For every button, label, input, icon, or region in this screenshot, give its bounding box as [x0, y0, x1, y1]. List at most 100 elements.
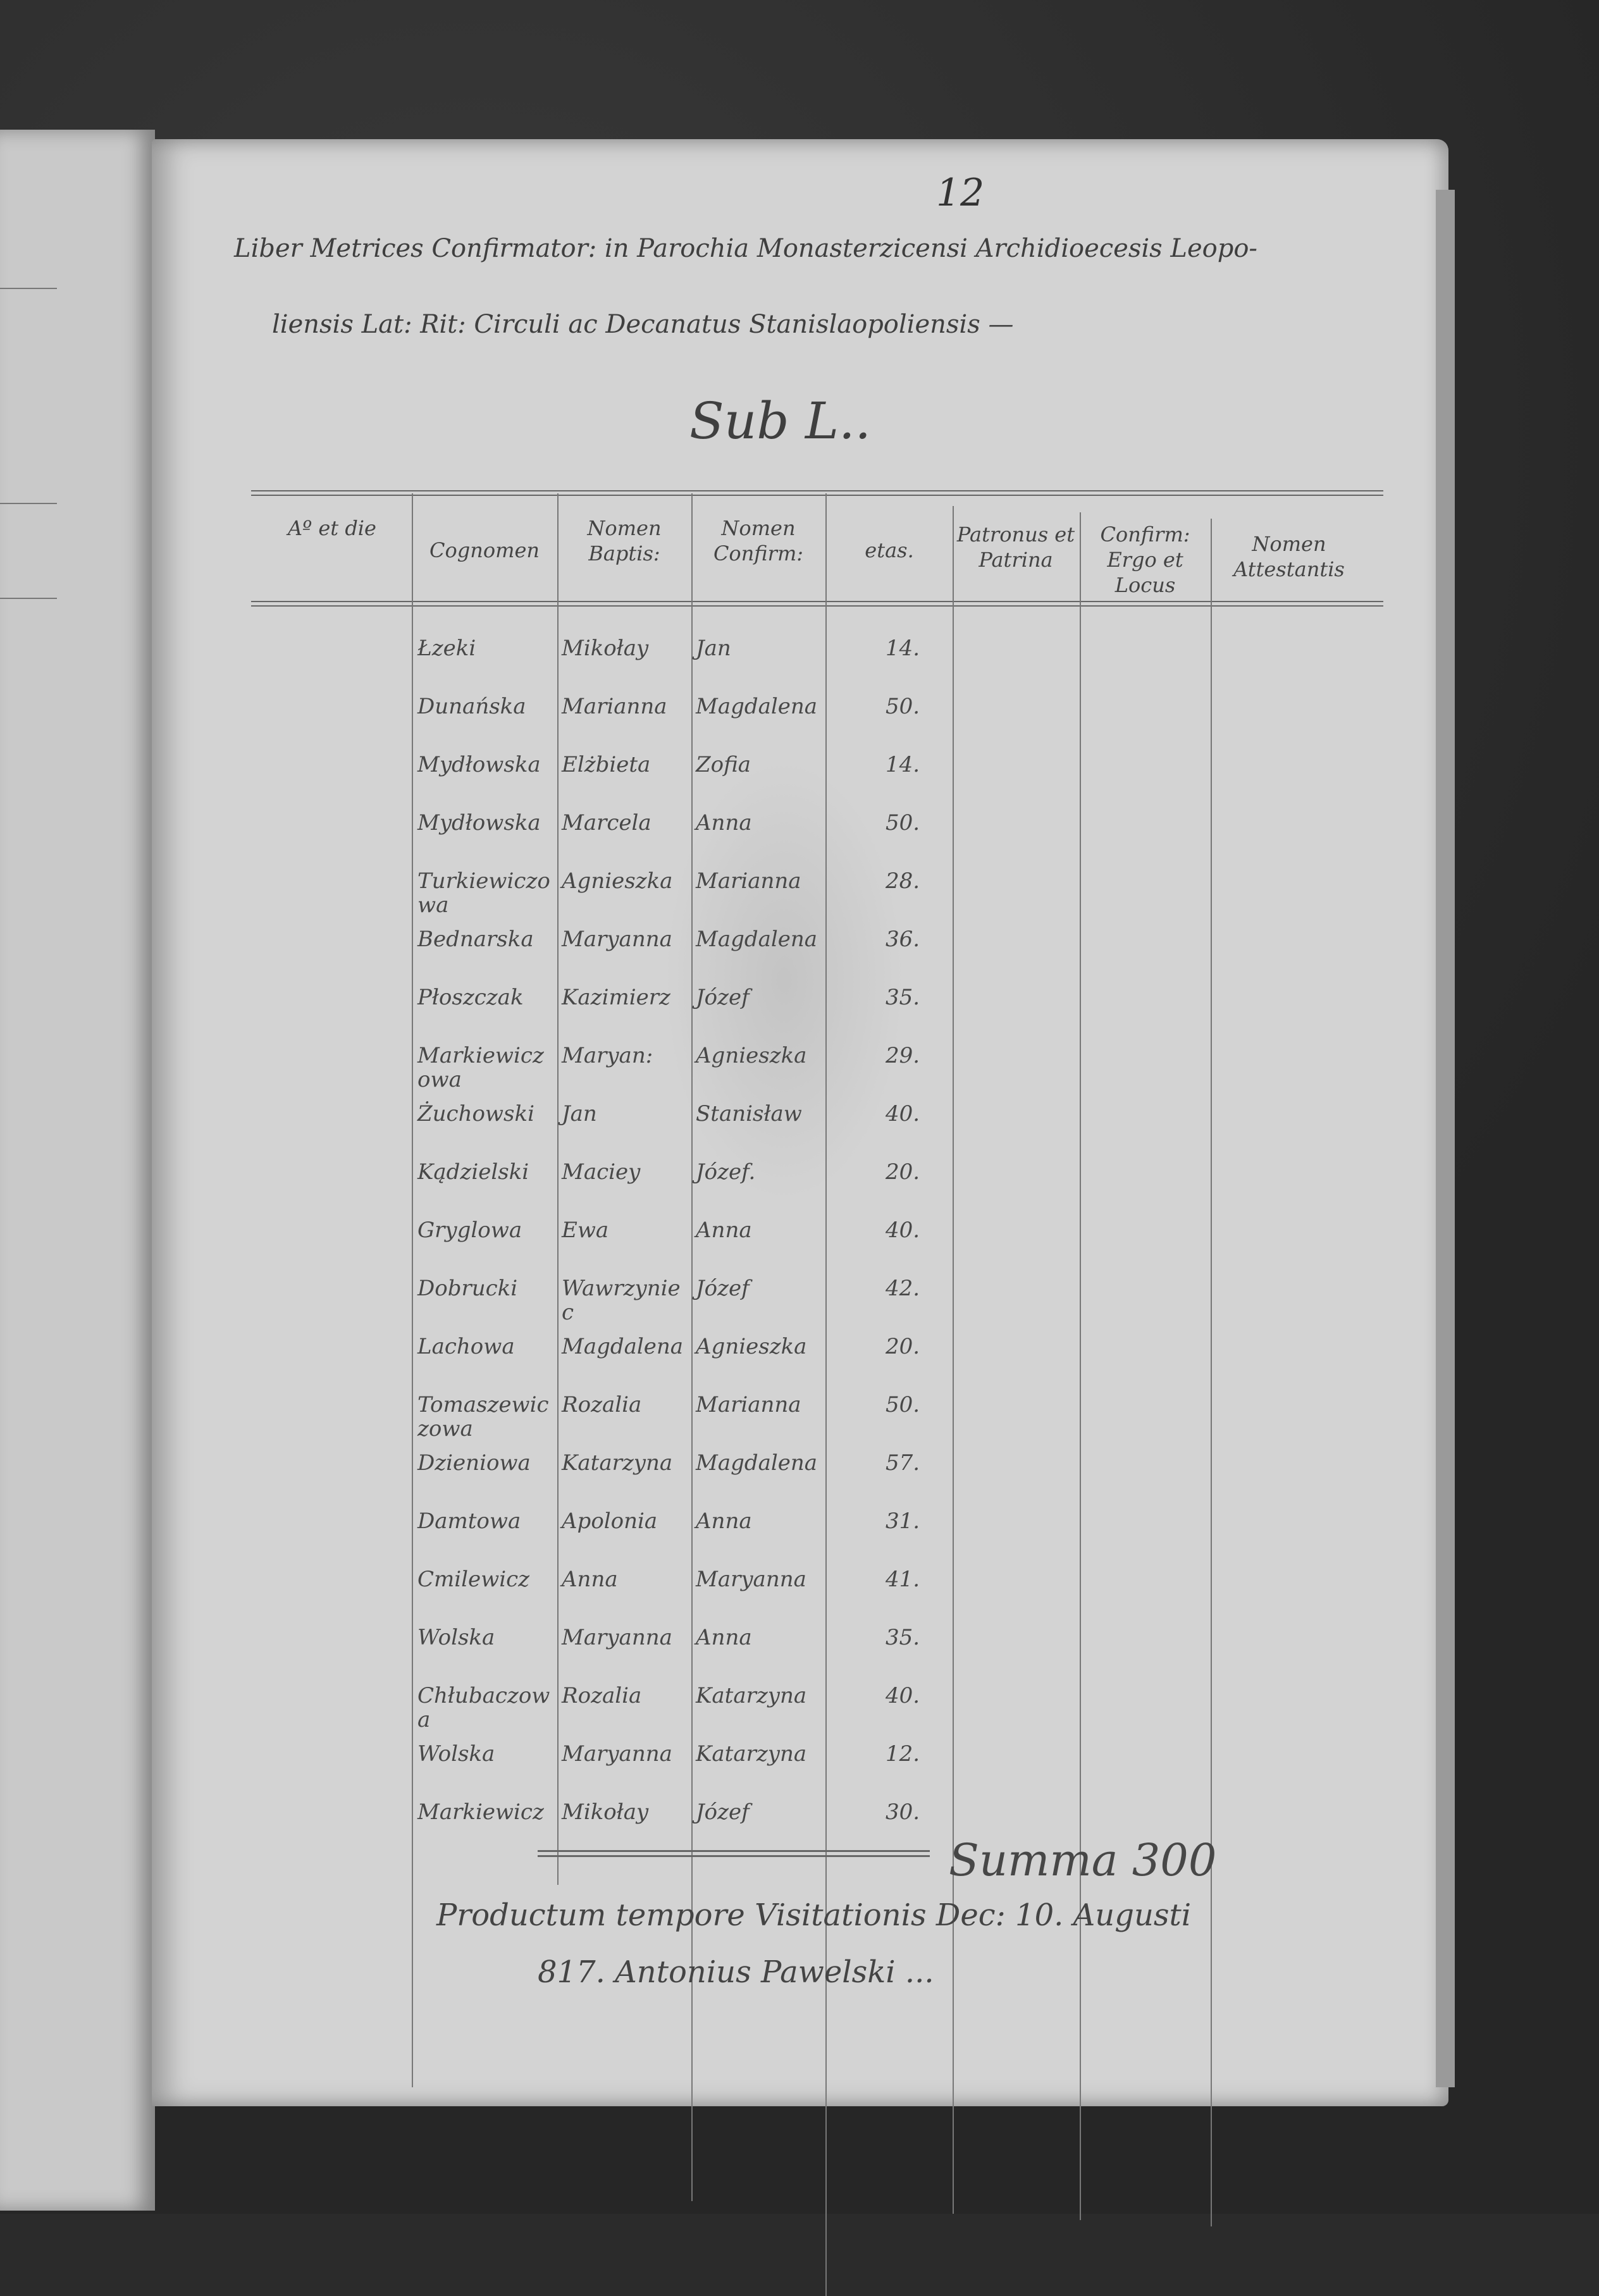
- baptismal-name-cell: Magdalena: [562, 1334, 684, 1359]
- baptismal-name-cell: Elżbieta: [562, 752, 651, 777]
- age-cell: 57.: [886, 1450, 920, 1476]
- confirmation-name-cell: Józef: [696, 1799, 750, 1825]
- table-row: Gryglowa Ewa Anna 40.: [0, 1214, 1599, 1273]
- title-line-2: liensis Lat: Rit: Circuli ac Decanatus S…: [272, 310, 1014, 339]
- header-locus: Confirm: Ergo et Locus: [1100, 522, 1190, 597]
- table-row: Lachowa Magdalena Agnieszka 20.: [0, 1331, 1599, 1389]
- confirmation-name-cell: Magdalena: [696, 927, 818, 952]
- baptismal-name-cell: Rozalia: [562, 1392, 642, 1417]
- baptismal-name-cell: Agnieszka: [562, 868, 673, 894]
- table-row: Bednarska Maryanna Magdalena 36.: [0, 923, 1599, 982]
- column-divider: [825, 493, 827, 2296]
- baptismal-name-cell: Maryan:: [562, 1043, 653, 1068]
- age-cell: 30.: [886, 1799, 920, 1825]
- folio-number: 12: [936, 171, 985, 215]
- header-age: etas.: [865, 538, 914, 562]
- document-page: [152, 139, 1448, 2106]
- surname-cell: Bednarska: [417, 927, 534, 952]
- table-row: Chłubaczowa Rozalia Katarzyna 40.: [0, 1680, 1599, 1738]
- confirmation-name-cell: Katarzyna: [696, 1683, 807, 1708]
- baptismal-name-cell: Maryanna: [562, 927, 672, 952]
- header-patronus: Patronus et Patrina: [956, 522, 1075, 572]
- left-page-fragment: [0, 130, 155, 2211]
- confirmation-name-cell: Anna: [696, 1625, 752, 1650]
- baptismal-name-cell: Maryanna: [562, 1741, 672, 1767]
- header-bottom-rule: [251, 601, 1383, 607]
- surname-cell: Dzieniowa: [417, 1450, 531, 1476]
- ruled-line: [0, 503, 57, 504]
- surname-cell: Mydłowska: [417, 810, 541, 836]
- table-row: Łzeki Mikołay Jan 14.: [0, 633, 1599, 691]
- age-cell: 41.: [886, 1567, 920, 1592]
- closing-line-1: Productum tempore Visitationis Dec: 10. …: [436, 1898, 1192, 1933]
- table-row: Mydłowska Marcela Anna 50.: [0, 807, 1599, 865]
- baptismal-name-cell: Maryanna: [562, 1625, 672, 1650]
- surname-cell: Płoszczak: [417, 985, 524, 1010]
- table-row: Dobrucki Wawrzyniec Józef 42.: [0, 1273, 1599, 1331]
- baptismal-name-cell: Ewa: [562, 1218, 609, 1243]
- column-divider: [412, 493, 413, 2087]
- age-cell: 40.: [886, 1101, 920, 1126]
- surname-cell: Gryglowa: [417, 1218, 522, 1243]
- age-cell: 40.: [886, 1683, 920, 1708]
- age-cell: 40.: [886, 1218, 920, 1243]
- ruled-line: [0, 288, 57, 289]
- surname-cell: Chłubaczowa: [417, 1683, 550, 1732]
- table-row: Płoszczak Kazimierz Józef 35.: [0, 982, 1599, 1040]
- confirmation-name-cell: Anna: [696, 1509, 752, 1534]
- baptismal-name-cell: Mikołay: [562, 636, 649, 661]
- confirmation-name-cell: Józef.: [696, 1159, 756, 1185]
- baptismal-name-cell: Kazimierz: [562, 985, 670, 1010]
- surname-cell: Mydłowska: [417, 752, 541, 777]
- surname-cell: Wolska: [417, 1625, 495, 1650]
- table-row: Turkiewiczowa Agnieszka Marianna 28.: [0, 865, 1599, 923]
- header-cognomen: Cognomen: [429, 538, 540, 562]
- surname-cell: Łzeki: [417, 636, 476, 661]
- column-divider: [691, 493, 693, 2201]
- confirmation-name-cell: Zofia: [696, 752, 751, 777]
- subtitle: Sub L..: [689, 392, 871, 450]
- surname-cell: Dunańska: [417, 694, 526, 719]
- baptismal-name-cell: Rozalia: [562, 1683, 642, 1708]
- age-cell: 50.: [886, 810, 920, 836]
- confirmation-name-cell: Agnieszka: [696, 1334, 807, 1359]
- confirmation-name-cell: Magdalena: [696, 1450, 818, 1476]
- table-top-rule: [251, 490, 1383, 496]
- page-edges: [1436, 190, 1455, 2087]
- ruled-line: [0, 598, 57, 599]
- surname-cell: Turkiewiczowa: [417, 868, 550, 918]
- baptismal-name-cell: Jan: [562, 1101, 597, 1126]
- table-row: Damtowa Apolonia Anna 31.: [0, 1505, 1599, 1564]
- table-row: Cmilewicz Anna Maryanna 41.: [0, 1564, 1599, 1622]
- header-attestantis: Nomen Attestantis: [1233, 532, 1345, 581]
- age-cell: 35.: [886, 985, 920, 1010]
- confirmation-name-cell: Magdalena: [696, 694, 818, 719]
- surname-cell: Dobrucki: [417, 1276, 518, 1301]
- baptismal-name-cell: Katarzyna: [562, 1450, 673, 1476]
- header-date: Aº et die: [288, 516, 376, 540]
- baptismal-name-cell: Marianna: [562, 694, 667, 719]
- table-row: Wolska Maryanna Anna 35.: [0, 1622, 1599, 1680]
- header-nomen-baptis: Nomen Baptis:: [587, 516, 662, 565]
- table-row: Markiewicz Mikołay Józef 30.: [0, 1796, 1599, 1855]
- column-divider: [1080, 512, 1081, 2220]
- age-cell: 20.: [886, 1159, 920, 1185]
- table-row: Dunańska Marianna Magdalena 50.: [0, 691, 1599, 749]
- age-cell: 29.: [886, 1043, 920, 1068]
- age-cell: 12.: [886, 1741, 920, 1767]
- age-cell: 35.: [886, 1625, 920, 1650]
- baptismal-name-cell: Maciey: [562, 1159, 641, 1185]
- age-cell: 50.: [886, 1392, 920, 1417]
- age-cell: 36.: [886, 927, 920, 952]
- surname-cell: Damtowa: [417, 1509, 521, 1534]
- closing-line-2: 817. Antonius Pawelski ...: [538, 1954, 934, 1990]
- confirmation-name-cell: Maryanna: [696, 1567, 806, 1592]
- summa-rule: [538, 1850, 930, 1857]
- confirmation-name-cell: Marianna: [696, 868, 801, 894]
- age-cell: 28.: [886, 868, 920, 894]
- title-line-1: Liber Metrices Confirmator: in Parochia …: [234, 234, 1257, 263]
- surname-cell: Żuchowski: [417, 1101, 534, 1126]
- age-cell: 14.: [886, 636, 920, 661]
- table-row: Żuchowski Jan Stanisław 40.: [0, 1098, 1599, 1156]
- confirmation-name-cell: Stanisław: [696, 1101, 802, 1126]
